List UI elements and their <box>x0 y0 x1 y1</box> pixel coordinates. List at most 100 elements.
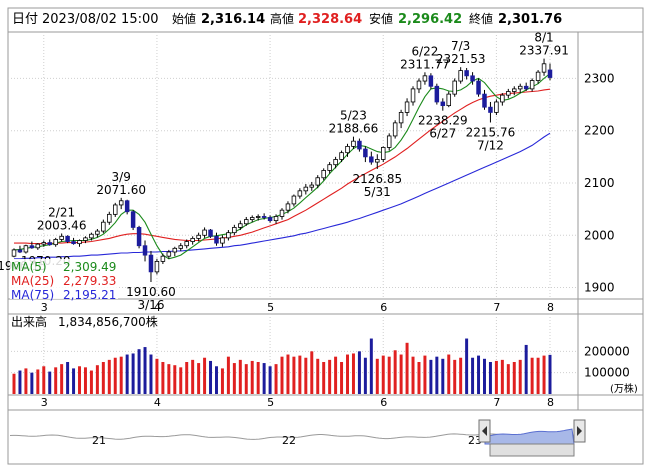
volume-bar <box>387 356 391 394</box>
annotation-value: 2126.85 <box>352 172 402 186</box>
candle-body <box>190 238 195 242</box>
annotation-value: 2215.76 <box>466 125 516 139</box>
legend-ma75-label: MA(75) <box>11 288 54 302</box>
volume-bar <box>268 366 272 394</box>
legend-ma25-label: MA(25) <box>11 274 54 288</box>
candle-body <box>517 85 523 90</box>
candlesticks <box>11 58 553 283</box>
volume-bar <box>149 354 153 394</box>
candle-body <box>494 101 499 113</box>
navigator-right-handle[interactable] <box>573 419 586 443</box>
volume-bar <box>471 357 475 394</box>
volume-bar <box>119 356 123 394</box>
annotation-value: 2321.53 <box>436 52 486 66</box>
candle-body <box>375 159 380 163</box>
candle-body <box>512 88 517 92</box>
candle-body <box>458 70 463 82</box>
candle-body <box>434 85 440 103</box>
volume-bar <box>125 354 129 394</box>
candle-body <box>178 245 184 249</box>
candle-body <box>83 237 88 241</box>
navigator-scroll-thumb[interactable] <box>489 443 575 457</box>
candle-body <box>71 241 76 245</box>
candle-body <box>89 233 94 239</box>
volume-bar <box>155 358 159 394</box>
candle-body <box>23 245 29 253</box>
candle-body <box>244 219 249 225</box>
candle-body <box>154 261 160 273</box>
volume-bar <box>518 359 522 394</box>
volume-bar <box>459 357 463 394</box>
candle-body <box>523 85 529 90</box>
volume-bar <box>310 351 314 394</box>
volume-bar <box>375 358 379 394</box>
annotation-date: 3/16 <box>138 298 165 312</box>
candle-body <box>220 237 225 244</box>
volume-y-tick: 200000 <box>584 344 630 358</box>
price-y-tick: 2300 <box>584 71 615 85</box>
volume-bar <box>185 362 189 394</box>
volume-bar <box>488 362 492 394</box>
annotation-date: 6/27 <box>429 127 456 141</box>
volume-bar <box>393 350 397 394</box>
volume-bar <box>191 359 195 394</box>
candle-body <box>53 239 58 246</box>
open-value: 2,316.14 <box>201 12 265 27</box>
price-y-tick: 2000 <box>584 228 615 242</box>
volume-bar <box>12 373 16 394</box>
candle-body <box>107 213 112 223</box>
candle-body <box>17 249 23 253</box>
volume-bar <box>328 359 332 394</box>
volume-bar <box>346 354 349 394</box>
volume-bar <box>173 365 177 394</box>
volume-bar <box>316 358 320 394</box>
candle-body <box>29 245 35 249</box>
volume-x-tick: 6 <box>380 396 387 409</box>
volume-bar <box>137 349 141 394</box>
volume-bar <box>18 370 22 394</box>
volume-bar <box>453 359 457 394</box>
volume-bar <box>256 362 260 394</box>
close-value: 2,301.76 <box>498 12 562 27</box>
volume-bar <box>83 367 87 394</box>
legend-ma75-value: 2,195.21 <box>63 288 116 302</box>
candle-body <box>452 80 457 95</box>
candle-body <box>166 251 172 257</box>
volume-bar <box>226 356 230 394</box>
candle-body <box>500 94 505 103</box>
volume-bar <box>429 359 433 394</box>
volume-bar <box>30 372 34 394</box>
candle-body <box>291 195 297 205</box>
candle-body <box>267 217 273 222</box>
ma25-line <box>14 88 551 245</box>
candle-body <box>428 75 434 87</box>
candle-body <box>285 203 291 211</box>
volume-value: 1,834,856,700株 <box>58 314 158 329</box>
navigator-selection-area <box>484 428 575 445</box>
candle-body <box>226 232 231 239</box>
navigator-left-handle[interactable] <box>478 419 491 443</box>
volume-x-tick: 3 <box>41 396 48 409</box>
candle-body <box>124 200 130 213</box>
volume-bar <box>215 366 218 394</box>
volume-bar <box>143 347 147 394</box>
candle-body <box>345 145 350 154</box>
candle-body <box>506 91 511 96</box>
volume-bar <box>167 364 171 394</box>
volume-bar <box>334 356 338 394</box>
volume-bar <box>536 357 540 394</box>
volume-bar <box>101 362 105 394</box>
legend-background <box>10 259 118 299</box>
volume-bar <box>340 362 344 394</box>
candle-body <box>309 184 315 188</box>
volume-x-tick: 7 <box>493 396 500 409</box>
volume-bar <box>298 355 302 394</box>
candle-body <box>136 227 142 247</box>
chevron-left-icon <box>482 426 487 436</box>
annotation-value: 2003.46 <box>37 218 87 232</box>
annotation-date: 7/12 <box>477 138 504 152</box>
volume-panel-frame <box>7 313 644 396</box>
volume-bar <box>274 364 278 394</box>
volume-header: 出来高 1,834,856,700株 <box>11 314 158 329</box>
candle-body <box>279 209 285 217</box>
